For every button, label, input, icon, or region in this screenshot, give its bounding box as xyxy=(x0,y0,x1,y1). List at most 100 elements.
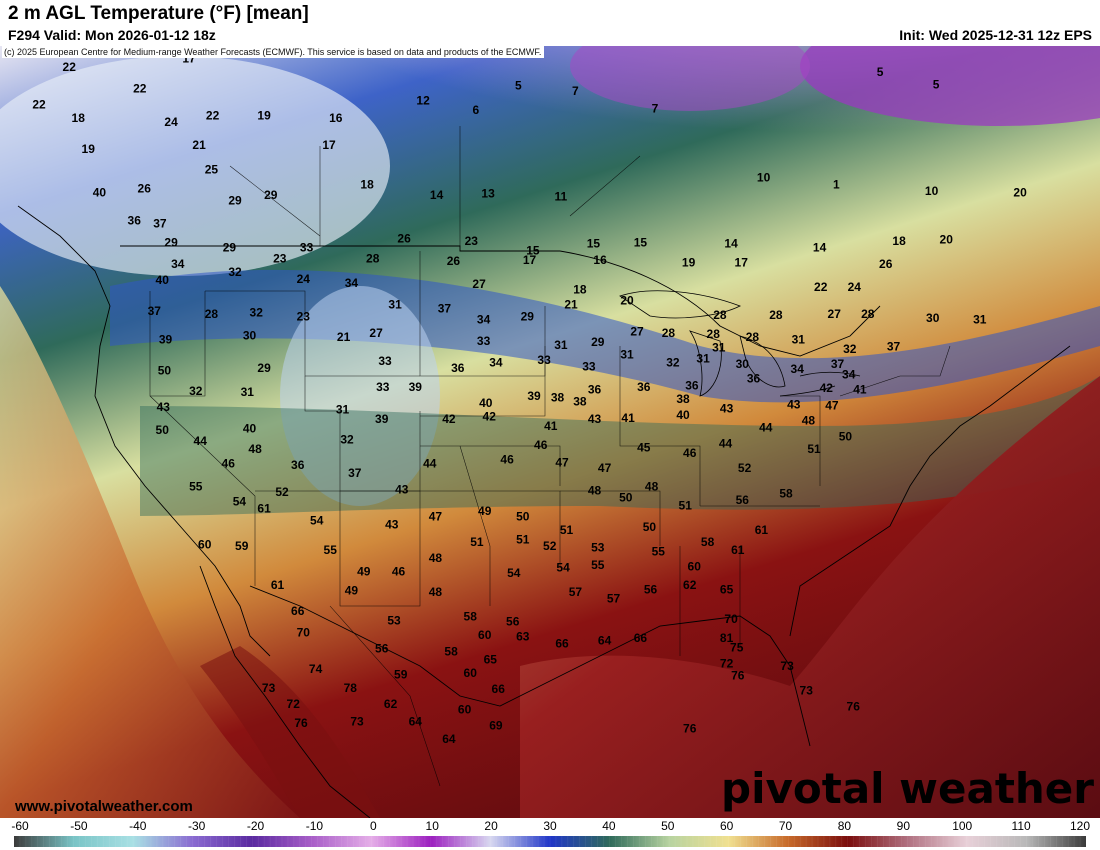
temperature-label: 47 xyxy=(429,509,443,523)
temperature-label: 6 xyxy=(472,103,479,117)
temperature-label: 28 xyxy=(366,252,380,266)
temperature-label: 23 xyxy=(297,310,311,324)
temperature-label: 33 xyxy=(582,360,596,374)
temperature-label: 60 xyxy=(688,559,702,573)
temperature-label: 40 xyxy=(243,422,257,436)
temperature-label: 28 xyxy=(707,327,721,341)
temperature-label: 34 xyxy=(345,276,359,290)
temperature-label: 72 xyxy=(287,697,301,711)
temperature-label: 28 xyxy=(205,307,219,321)
temperature-label: 10 xyxy=(925,184,939,198)
temperature-label: 53 xyxy=(591,540,605,554)
color-scale-tick: 50 xyxy=(661,819,675,833)
temperature-label: 30 xyxy=(243,329,257,343)
temperature-label: 76 xyxy=(847,700,861,714)
temperature-label: 73 xyxy=(350,715,364,729)
temperature-label: 16 xyxy=(593,253,607,267)
temperature-label: 7 xyxy=(652,102,659,116)
temperature-label: 22 xyxy=(133,81,147,95)
temperature-label: 33 xyxy=(477,334,491,348)
temperature-label: 43 xyxy=(787,397,801,411)
coastlines xyxy=(17,205,1071,818)
temperature-label: 31 xyxy=(792,333,806,347)
temperature-label: 15 xyxy=(526,243,540,257)
temperature-label: 33 xyxy=(376,380,390,394)
temperature-label: 14 xyxy=(430,188,444,202)
temperature-label: 22 xyxy=(814,280,828,294)
temperature-label: 29 xyxy=(591,335,605,349)
temperature-label: 34 xyxy=(791,362,805,376)
site-url[interactable]: www.pivotalweather.com xyxy=(15,798,193,815)
temperature-label: 59 xyxy=(235,539,249,553)
temperature-label: 24 xyxy=(164,115,178,129)
temperature-label: 40 xyxy=(676,408,690,422)
temperature-label: 39 xyxy=(375,412,389,426)
temperature-label: 48 xyxy=(588,484,602,498)
temperature-label: 32 xyxy=(250,306,264,320)
temperature-label: 25 xyxy=(205,162,219,176)
temperature-label: 27 xyxy=(369,326,383,340)
temperature-label: 5 xyxy=(933,77,940,91)
color-scale-tick: 80 xyxy=(837,819,852,833)
temperature-label: 44 xyxy=(423,457,437,471)
temperature-label: 44 xyxy=(194,434,208,448)
temperature-label: 47 xyxy=(825,399,839,413)
temperature-label: 61 xyxy=(755,523,769,537)
temperature-label: 33 xyxy=(300,241,314,255)
color-scale-tick: -50 xyxy=(70,819,88,833)
temperature-label: 69 xyxy=(489,719,503,733)
temperature-label: 40 xyxy=(479,396,493,410)
temperature-label: 49 xyxy=(345,584,359,598)
temperature-label: 46 xyxy=(683,446,697,460)
temperature-label: 50 xyxy=(839,430,853,444)
temperature-label: 27 xyxy=(630,324,644,338)
color-scale-tick: 60 xyxy=(719,819,734,833)
valid-time: F294 Valid: Mon 2026-01-12 18z xyxy=(8,27,216,43)
temperature-label: 66 xyxy=(492,682,506,696)
temperature-label: 19 xyxy=(257,108,271,122)
temperature-label: 17 xyxy=(523,253,537,267)
color-scale-tick: -10 xyxy=(305,819,324,833)
temperature-label: 56 xyxy=(506,615,520,629)
temperature-label: 15 xyxy=(634,235,648,249)
temperature-label: 46 xyxy=(392,565,406,579)
temperature-label: 65 xyxy=(720,582,734,596)
temperature-label: 23 xyxy=(273,252,287,266)
temperature-label: 31 xyxy=(712,341,726,355)
temperature-label: 76 xyxy=(294,716,308,730)
temperature-label: 52 xyxy=(275,485,289,499)
temperature-label: 28 xyxy=(861,307,875,321)
temperature-label: 48 xyxy=(429,551,443,565)
temperature-map[interactable]: 22 17 22 22 18 24 22 19 16 12 5 7 6 7 5 5 19 21 17 25 26 29 29… xyxy=(0,46,1100,818)
temperature-label: 26 xyxy=(879,257,893,271)
temperature-label: 26 xyxy=(397,231,411,245)
temperature-label: 73 xyxy=(800,684,814,698)
temperature-label: 32 xyxy=(666,356,680,370)
temperature-label: 55 xyxy=(652,545,666,559)
temperature-label: 40 xyxy=(93,185,107,199)
temperature-label: 37 xyxy=(148,304,162,318)
temperature-label: 28 xyxy=(662,326,676,340)
temperature-label: 15 xyxy=(587,237,601,251)
temperature-label: 32 xyxy=(843,342,857,356)
temperature-label: 49 xyxy=(357,565,371,579)
temperature-label: 66 xyxy=(291,604,305,618)
temperature-label: 50 xyxy=(619,491,633,505)
color-scale: -60 -50 -40 -30 -20 -10 0 10 20 30 40 50 60 70 80 90 100… xyxy=(0,818,1100,850)
temperature-label: 47 xyxy=(598,461,612,475)
temperature-label: 41 xyxy=(621,411,635,425)
temperature-label: 18 xyxy=(892,234,906,248)
temperature-label: 39 xyxy=(527,389,541,403)
temperature-label: 19 xyxy=(82,142,96,156)
color-scale-ticks: -60 -50 -40 -30 -20 -10 0 10 20 30 40 50 60 70 80 90 100… xyxy=(0,819,1100,835)
temperature-label: 34 xyxy=(171,257,185,271)
temperature-label: 51 xyxy=(470,535,484,549)
temperature-label: 5 xyxy=(515,79,522,93)
temperature-label: 31 xyxy=(973,312,987,326)
temperature-label: 29 xyxy=(521,310,535,324)
color-scale-tick: 20 xyxy=(484,819,498,833)
temperature-label: 28 xyxy=(769,308,783,322)
temperature-label: 70 xyxy=(724,612,738,626)
temperature-label: 28 xyxy=(746,330,760,344)
